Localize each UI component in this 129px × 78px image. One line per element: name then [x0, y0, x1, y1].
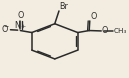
Text: O: O [102, 26, 108, 35]
Text: O: O [90, 12, 97, 21]
Text: O: O [2, 25, 8, 34]
Text: +: + [21, 24, 26, 29]
Text: −: − [3, 24, 8, 29]
Text: O: O [17, 11, 24, 20]
Text: N: N [14, 21, 20, 30]
Text: Br: Br [60, 2, 68, 11]
Text: CH₃: CH₃ [113, 28, 127, 34]
